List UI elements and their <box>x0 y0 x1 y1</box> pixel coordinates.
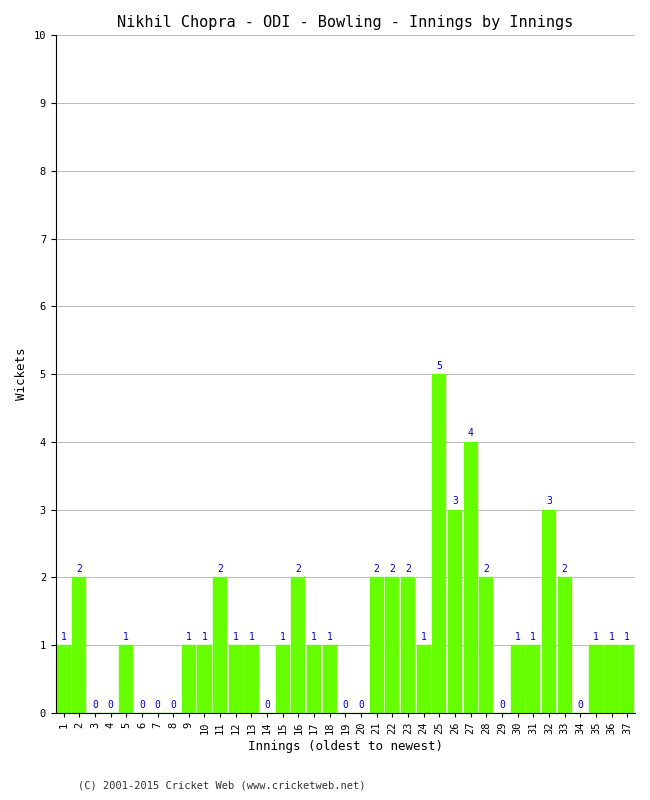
Text: 2: 2 <box>389 564 395 574</box>
Text: 2: 2 <box>374 564 380 574</box>
Bar <box>463 442 478 713</box>
Text: 1: 1 <box>248 632 254 642</box>
Text: 5: 5 <box>436 361 442 370</box>
Text: 2: 2 <box>562 564 567 574</box>
Text: 1: 1 <box>60 632 66 642</box>
Text: 1: 1 <box>202 632 207 642</box>
Text: 1: 1 <box>421 632 426 642</box>
Y-axis label: Wickets: Wickets <box>15 348 28 400</box>
Text: 1: 1 <box>124 632 129 642</box>
Bar <box>417 645 431 713</box>
Bar <box>604 645 619 713</box>
Text: 1: 1 <box>327 632 333 642</box>
Text: 0: 0 <box>358 699 364 710</box>
Bar <box>589 645 603 713</box>
Text: 0: 0 <box>139 699 145 710</box>
Bar <box>307 645 321 713</box>
Bar <box>72 578 86 713</box>
Text: 1: 1 <box>593 632 599 642</box>
Text: 0: 0 <box>499 699 505 710</box>
Bar <box>526 645 540 713</box>
Text: 0: 0 <box>264 699 270 710</box>
Text: 0: 0 <box>155 699 161 710</box>
Text: 3: 3 <box>452 496 458 506</box>
Bar <box>276 645 290 713</box>
Text: 2: 2 <box>405 564 411 574</box>
Text: (C) 2001-2015 Cricket Web (www.cricketweb.net): (C) 2001-2015 Cricket Web (www.cricketwe… <box>78 781 365 790</box>
Text: 2: 2 <box>484 564 489 574</box>
X-axis label: Innings (oldest to newest): Innings (oldest to newest) <box>248 740 443 753</box>
Text: 1: 1 <box>608 632 614 642</box>
Text: 0: 0 <box>170 699 176 710</box>
Text: 0: 0 <box>577 699 583 710</box>
Bar <box>510 645 525 713</box>
Text: 2: 2 <box>217 564 223 574</box>
Text: 3: 3 <box>546 496 552 506</box>
Bar <box>198 645 211 713</box>
Text: 2: 2 <box>76 564 82 574</box>
Text: 1: 1 <box>624 632 630 642</box>
Text: 1: 1 <box>515 632 521 642</box>
Text: 1: 1 <box>311 632 317 642</box>
Text: 0: 0 <box>343 699 348 710</box>
Text: 1: 1 <box>280 632 286 642</box>
Text: 2: 2 <box>296 564 302 574</box>
Bar <box>213 578 228 713</box>
Bar <box>479 578 493 713</box>
Bar <box>448 510 462 713</box>
Bar <box>620 645 634 713</box>
Bar <box>57 645 71 713</box>
Bar <box>432 374 447 713</box>
Bar <box>558 578 571 713</box>
Bar <box>229 645 243 713</box>
Bar <box>542 510 556 713</box>
Text: 0: 0 <box>108 699 114 710</box>
Text: 1: 1 <box>186 632 192 642</box>
Bar <box>119 645 133 713</box>
Text: 1: 1 <box>233 632 239 642</box>
Bar <box>385 578 399 713</box>
Bar <box>244 645 259 713</box>
Bar <box>401 578 415 713</box>
Bar <box>291 578 305 713</box>
Bar <box>322 645 337 713</box>
Text: 1: 1 <box>530 632 536 642</box>
Title: Nikhil Chopra - ODI - Bowling - Innings by Innings: Nikhil Chopra - ODI - Bowling - Innings … <box>117 15 573 30</box>
Text: 4: 4 <box>468 429 474 438</box>
Bar <box>182 645 196 713</box>
Text: 0: 0 <box>92 699 98 710</box>
Bar <box>370 578 384 713</box>
